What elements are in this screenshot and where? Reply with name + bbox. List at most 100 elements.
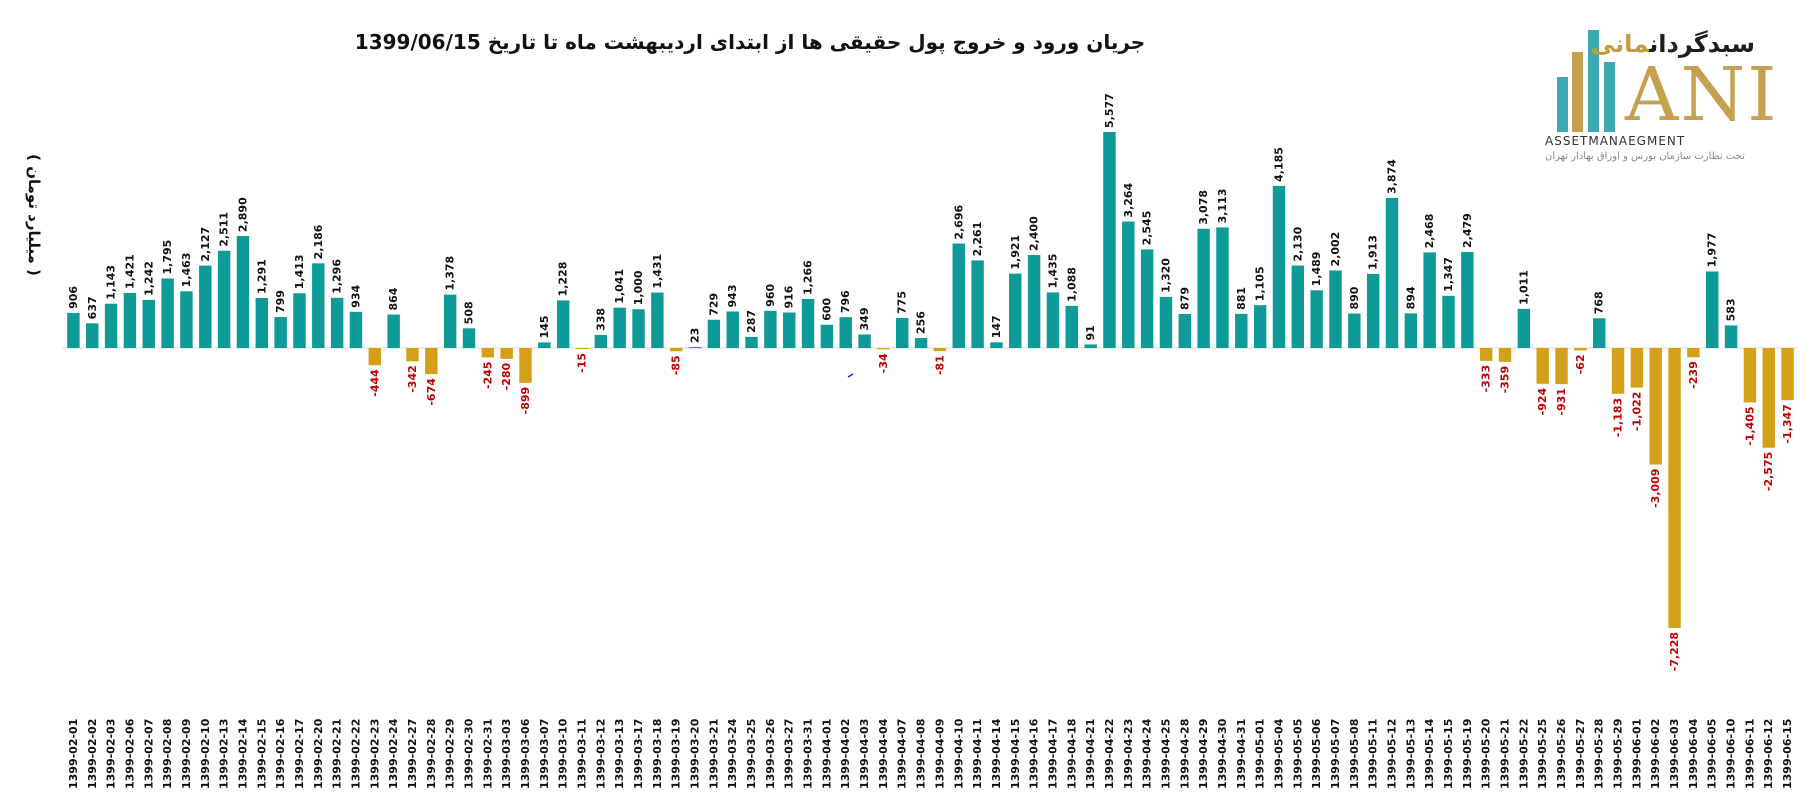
x-tick-label: 1399-06-01	[1630, 719, 1643, 789]
bar	[500, 348, 513, 359]
data-label: 600	[820, 297, 833, 320]
data-label: 1,266	[802, 260, 815, 295]
data-label: 916	[783, 285, 796, 308]
bar	[1706, 271, 1719, 348]
data-label: 1,242	[142, 261, 155, 296]
bar	[745, 336, 758, 348]
bar	[801, 298, 815, 348]
bar	[1159, 296, 1173, 348]
data-label: 256	[915, 311, 928, 334]
data-label: 3,113	[1216, 189, 1229, 224]
bar	[1084, 344, 1097, 348]
data-label: 2,186	[312, 224, 325, 259]
x-tick-label: 1399-04-04	[877, 718, 890, 789]
bar	[368, 348, 382, 366]
x-tick-label: 1399-05-08	[1348, 719, 1361, 789]
x-tick-label: 1399-04-01	[820, 719, 833, 789]
data-label: -931	[1555, 388, 1568, 416]
x-tick-label: 1399-05-14	[1423, 718, 1436, 789]
logo-subtitle: تحت نظارت سازمان بورس و اوراق بهادار تهر…	[1545, 151, 1745, 162]
x-tick-label: 1399-04-15	[1009, 719, 1022, 789]
data-label: 2,127	[199, 227, 212, 262]
x-tick-label: 1399-03-25	[745, 719, 758, 789]
data-label: 906	[67, 286, 80, 309]
bar	[1178, 313, 1192, 348]
bar	[199, 265, 212, 348]
logo-brand-accent: مانی	[1590, 30, 1650, 58]
bar	[613, 307, 626, 348]
bar	[1310, 290, 1323, 348]
bar	[1442, 295, 1455, 348]
x-tick-label: 1399-02-13	[218, 719, 231, 789]
x-tick-label: 1399-05-05	[1291, 719, 1304, 789]
x-tick-label: 1399-03-13	[613, 719, 626, 789]
data-label: 2,545	[1141, 211, 1154, 246]
data-label: 1,431	[651, 254, 664, 289]
x-tick-label: 1399-05-04	[1272, 718, 1285, 789]
data-label: 934	[349, 285, 362, 308]
x-tick-label: 1399-02-14	[236, 718, 249, 789]
x-tick-label: 1399-02-28	[425, 719, 438, 789]
bar	[274, 317, 287, 348]
data-label: 91	[1084, 325, 1097, 340]
bar	[575, 348, 589, 349]
data-label: 2,479	[1461, 213, 1474, 248]
bar	[161, 278, 174, 348]
bar	[349, 311, 363, 348]
stray-mark	[847, 373, 854, 378]
bar	[820, 324, 834, 348]
data-label: -34	[877, 353, 890, 373]
x-tick-label: 1399-05-11	[1367, 719, 1380, 789]
bar	[669, 348, 683, 352]
x-tick-label: 1399-04-17	[1046, 719, 1059, 789]
bar	[594, 334, 608, 348]
bar	[1027, 255, 1041, 348]
data-label: 2,261	[971, 222, 984, 257]
logo-english-text: ASSETMANAEGMENT	[1545, 134, 1686, 148]
data-label: -245	[481, 361, 494, 389]
data-label: -7,228	[1668, 632, 1681, 671]
x-tick-label: 1399-04-10	[952, 718, 965, 789]
x-tick-label: 1399-04-09	[933, 719, 946, 789]
bar	[123, 292, 137, 348]
bar	[1366, 273, 1380, 348]
bar	[1291, 265, 1305, 348]
data-label: 943	[726, 285, 739, 308]
x-tick-label: 1399-03-12	[594, 719, 607, 789]
bar	[462, 328, 476, 348]
bar	[1235, 313, 1248, 348]
bar	[1498, 348, 1512, 362]
data-label: 1,041	[613, 269, 626, 304]
x-tick-label: 1399-02-27	[406, 719, 419, 789]
x-tick-label: 1399-04-11	[971, 719, 984, 789]
data-label: 2,130	[1291, 226, 1304, 261]
bar	[1103, 132, 1116, 348]
bar	[764, 310, 777, 348]
bar	[1743, 348, 1757, 403]
x-tick-label: 1399-05-29	[1612, 719, 1625, 789]
data-label: 3,078	[1197, 190, 1210, 225]
x-tick-label: 1399-03-19	[670, 719, 683, 789]
data-label: 1,011	[1517, 270, 1530, 305]
bar	[236, 236, 250, 348]
data-label: 1,921	[1009, 235, 1022, 270]
data-label: -924	[1536, 387, 1549, 415]
x-tick-label: 1399-02-17	[293, 719, 306, 789]
bar	[877, 348, 890, 350]
bar	[1536, 348, 1549, 384]
x-tick-label: 1399-04-25	[1159, 719, 1172, 789]
bar	[142, 299, 155, 348]
data-label: 583	[1725, 298, 1738, 321]
x-tick-label: 1399-02-31	[481, 719, 494, 789]
x-tick-label: 1399-06-12	[1762, 719, 1775, 789]
bar	[1611, 348, 1625, 394]
data-label: -62	[1574, 354, 1587, 374]
x-tick-label: 1399-04-02	[839, 719, 852, 789]
data-label: -85	[670, 355, 683, 375]
data-label: 2,468	[1423, 214, 1436, 249]
bar	[443, 294, 457, 348]
x-tick-label: 1399-06-11	[1743, 719, 1756, 789]
data-label: -15	[576, 353, 589, 373]
bar	[839, 317, 852, 348]
data-label: 2,890	[236, 197, 249, 232]
